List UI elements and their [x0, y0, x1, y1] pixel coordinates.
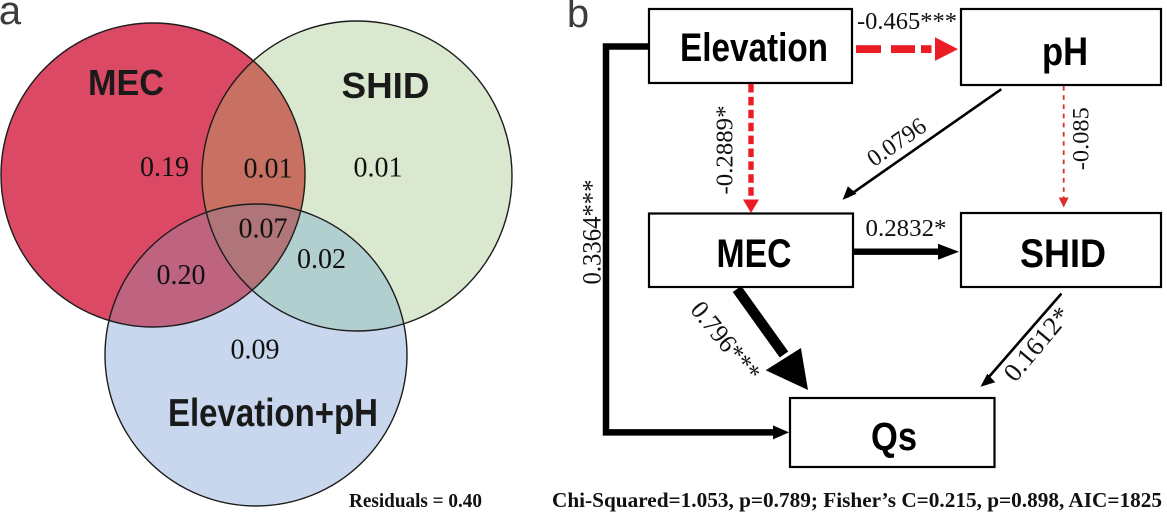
- svg-text:0.02: 0.02: [297, 244, 346, 275]
- svg-text:MEC: MEC: [717, 232, 792, 276]
- svg-text:0.01: 0.01: [354, 153, 403, 184]
- svg-text:MEC: MEC: [88, 62, 164, 103]
- svg-text:Qs: Qs: [871, 415, 917, 459]
- svg-text:0.19: 0.19: [140, 152, 189, 183]
- svg-text:SHID: SHID: [342, 65, 430, 106]
- svg-text:-0.085: -0.085: [1069, 107, 1094, 170]
- svg-text:0.09: 0.09: [231, 335, 280, 366]
- svg-text:-0.465***: -0.465***: [857, 9, 957, 35]
- svg-text:0.3364***: 0.3364***: [578, 180, 607, 285]
- svg-text:pH: pH: [1042, 30, 1088, 74]
- svg-text:b: b: [567, 0, 589, 36]
- svg-text:0.2832*: 0.2832*: [866, 216, 947, 242]
- svg-text:a: a: [0, 0, 22, 33]
- svg-text:Elevation: Elevation: [680, 26, 828, 70]
- svg-text:Residuals = 0.40: Residuals = 0.40: [349, 490, 482, 512]
- svg-text:0.07: 0.07: [239, 214, 288, 245]
- svg-text:SHID: SHID: [1020, 232, 1106, 276]
- svg-text:Elevation+pH: Elevation+pH: [168, 392, 378, 435]
- svg-text:0.20: 0.20: [157, 260, 206, 291]
- svg-text:Chi-Squared=1.053, p=0.789; Fi: Chi-Squared=1.053, p=0.789; Fisher’s C=0…: [552, 488, 1162, 512]
- svg-text:-0.2889*: -0.2889*: [713, 106, 739, 195]
- svg-text:0.01: 0.01: [244, 154, 293, 185]
